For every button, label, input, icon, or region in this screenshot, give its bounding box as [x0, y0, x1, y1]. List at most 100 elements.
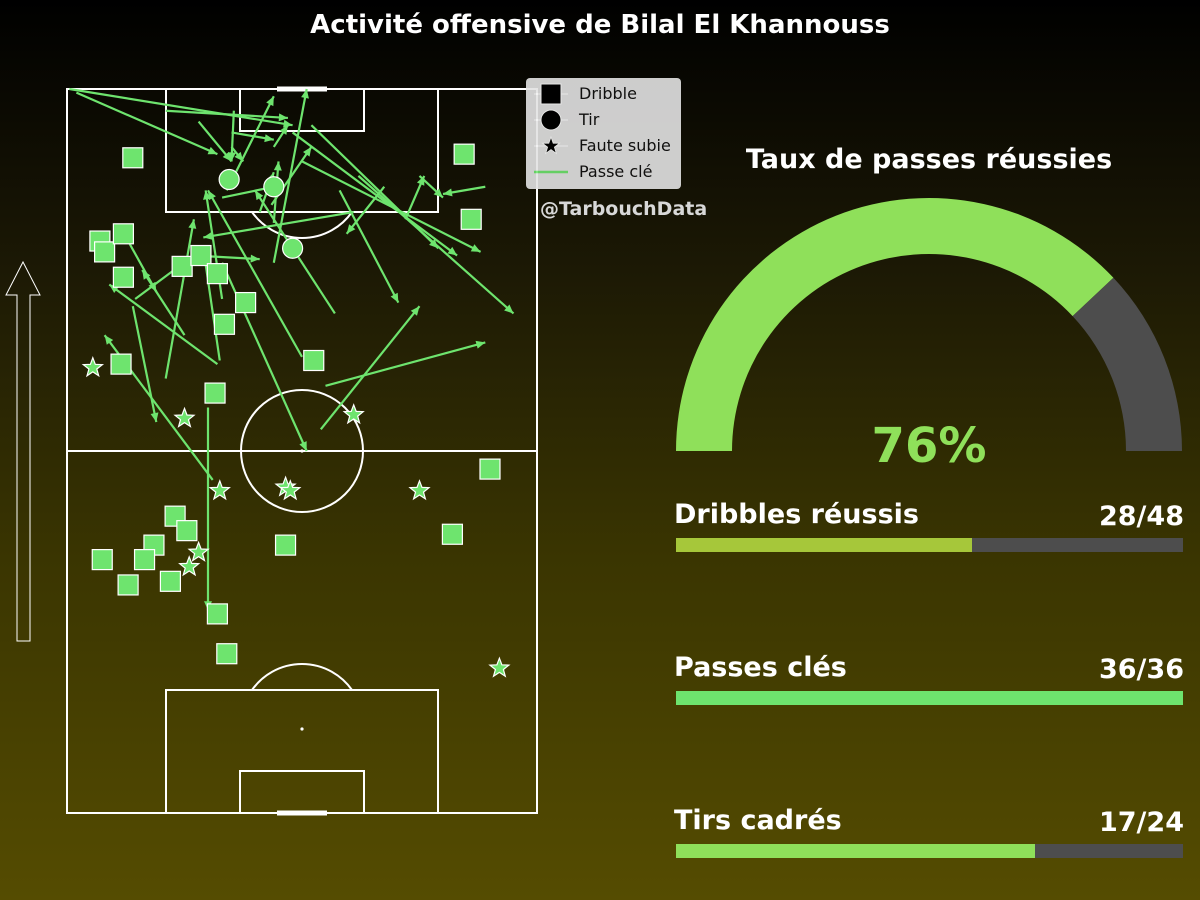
stat-value-key-passes: 36/36	[1098, 654, 1184, 685]
key-pass-line	[272, 88, 308, 263]
key-pass-line	[357, 175, 515, 315]
gauge-title: Taux de passes réussies	[745, 144, 1113, 175]
dribble-marker	[204, 382, 226, 404]
key-pass	[203, 210, 354, 240]
dribble-marker	[235, 291, 257, 314]
star-marker-icon	[534, 135, 568, 155]
chart-title: Activité offensive de Bilal El Khannouss	[310, 10, 890, 40]
key-pass-line	[345, 186, 386, 235]
key-pass	[164, 219, 197, 379]
dribble-marker	[303, 349, 325, 372]
key-pass	[418, 175, 444, 199]
key-pass-line	[75, 91, 218, 156]
key-pass-line	[108, 283, 219, 366]
stat-bar-dribbles	[676, 538, 1183, 552]
key-pass-line	[319, 305, 421, 430]
key-pass	[357, 175, 515, 315]
key-pass-arrowhead	[302, 146, 312, 157]
foul-won-marker	[488, 656, 511, 678]
key-pass-arrowhead	[207, 146, 218, 155]
foul-won-marker	[173, 406, 196, 428]
pass-accuracy-gauge	[676, 197, 1182, 451]
dribble-marker	[122, 147, 144, 169]
key-pass	[291, 131, 458, 257]
key-pass-arrowhead	[504, 304, 514, 314]
stat-value-shots: 17/24	[1098, 807, 1184, 838]
shot-marker	[282, 237, 304, 259]
dribble-marker	[213, 313, 236, 335]
key-pass	[131, 305, 159, 423]
key-pass-arrowhead	[346, 224, 356, 234]
square-marker-icon	[534, 83, 568, 105]
key-pass-arrowhead	[150, 412, 159, 423]
dribble-marker	[117, 574, 139, 596]
bottom-penalty-spot	[300, 727, 304, 731]
line-marker-icon	[534, 170, 568, 174]
foul-won-marker	[81, 355, 105, 378]
dribble-marker	[159, 570, 181, 592]
key-pass-arrowhead	[273, 161, 282, 171]
key-pass-line	[202, 248, 221, 361]
key-pass	[227, 110, 236, 162]
key-pass-arrowhead	[203, 231, 213, 240]
dribble-marker	[441, 523, 463, 545]
key-pass-arrowhead	[266, 96, 274, 107]
watermark: @TarbouchData	[540, 198, 708, 220]
dribble-marker	[479, 458, 501, 480]
dribble-marker	[110, 353, 132, 375]
key-pass	[338, 189, 400, 304]
stat-bar-shots	[676, 844, 1183, 858]
key-pass-arrowhead	[283, 119, 293, 128]
gauge-value: 76%	[871, 418, 987, 474]
foul-won-marker	[187, 540, 210, 562]
foul-won-marker	[208, 479, 231, 501]
markers-layer	[81, 143, 511, 678]
centre-circle	[240, 389, 364, 513]
legend-item-dribble: Dribble	[526, 81, 681, 107]
dribble-marker	[112, 223, 135, 245]
shot-marker	[218, 168, 240, 191]
key-pass	[231, 131, 274, 143]
key-pass-arrowhead	[250, 254, 260, 263]
key-pass-line	[338, 189, 400, 304]
key-pass	[319, 305, 421, 430]
centre-spot	[300, 449, 304, 453]
stat-bar-fill-shots	[676, 844, 1035, 858]
key-pass-line	[207, 189, 303, 358]
dribble-marker	[206, 263, 228, 285]
key-pass	[272, 124, 289, 148]
key-pass	[442, 185, 486, 197]
key-pass	[197, 120, 233, 163]
key-pass-arrowhead	[104, 335, 114, 345]
key-pass-arrowhead	[443, 188, 453, 197]
legend-item-shot: Tir	[526, 107, 681, 133]
key-pass-arrowhead	[227, 152, 236, 162]
legend-item-pass: Passe clé	[526, 159, 681, 185]
key-pass	[207, 189, 303, 358]
gauge-track-arc	[1072, 277, 1182, 451]
key-pass-arrowhead	[255, 190, 264, 201]
stat-value-dribbles: 28/48	[1098, 501, 1184, 532]
key-pass-line	[131, 305, 158, 423]
key-pass-arrowhead	[278, 113, 288, 122]
stat-bar-key-passes	[676, 691, 1183, 705]
dribble-marker	[206, 603, 228, 625]
key-pass	[325, 340, 486, 387]
key-pass-arrowhead	[264, 134, 274, 143]
key-pass-arrowhead	[188, 219, 197, 229]
key-pass-arrowhead	[299, 441, 307, 451]
legend-label-shot: Tir	[579, 110, 600, 129]
key-pass-line	[203, 210, 354, 239]
dribble-marker	[91, 548, 113, 571]
foul-won-marker	[279, 479, 302, 501]
key-pass-arrowhead	[234, 151, 244, 162]
legend-label-dribble: Dribble	[579, 84, 637, 103]
pitch	[66, 86, 538, 816]
key-passes-layer	[69, 87, 515, 611]
key-pass	[272, 88, 309, 263]
key-pass-arrowhead	[208, 190, 216, 201]
key-pass-line	[301, 160, 482, 253]
stat-label-dribbles: Dribbles réussis	[674, 499, 919, 530]
key-pass	[301, 160, 482, 253]
legend: Dribble Tir Faute subie Passe clé	[526, 78, 681, 189]
